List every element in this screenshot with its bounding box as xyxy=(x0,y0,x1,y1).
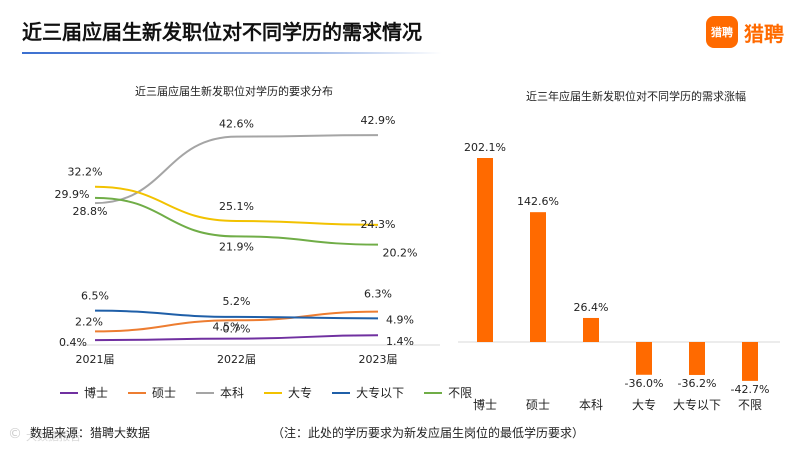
data-label: 2.2% xyxy=(75,315,103,328)
bar-category-label: 大专 xyxy=(632,397,656,412)
bar-value-label: -42.7% xyxy=(731,383,770,396)
logo-text: 猎聘 xyxy=(744,21,784,46)
legend-label: 本科 xyxy=(220,386,245,400)
data-label: 20.2% xyxy=(383,247,418,260)
series-line-大专以下 xyxy=(94,309,379,320)
x-tick-label: 2021届 xyxy=(76,353,115,366)
data-label: 0.7% xyxy=(223,323,251,336)
x-tick-label: 2023届 xyxy=(359,353,398,366)
bar-value-label: -36.2% xyxy=(678,377,717,390)
legend-item-本科: 本科 xyxy=(196,384,244,401)
data-label: 4.5% xyxy=(213,320,241,333)
series-line-硕士 xyxy=(94,310,379,333)
footnote: （注：此处的学历要求为新发应届生岗位的最低学历要求） xyxy=(272,426,585,440)
legend-label: 大专以下 xyxy=(356,386,405,400)
watermark-icon: © xyxy=(8,426,22,442)
bar-value-label: -36.0% xyxy=(625,377,664,390)
data-label: 29.9% xyxy=(55,188,90,201)
bar-category-label: 硕士 xyxy=(526,398,550,412)
series-line-大专 xyxy=(94,185,379,226)
legend-item-不限: 不限 xyxy=(424,384,472,401)
data-label: 25.1% xyxy=(219,200,254,213)
bar-大专以下 xyxy=(689,342,705,375)
bar-博士 xyxy=(477,158,493,342)
line-chart-title: 近三届应届生新发职位对学历的要求分布 xyxy=(135,84,333,98)
line-chart-legend: 博士 硕士 本科 大专 大专以下 不限 xyxy=(60,384,472,401)
data-label: 42.9% xyxy=(361,114,396,127)
series-line-不限 xyxy=(94,196,379,246)
line-chart: 近三届应届生新发职位对学历的要求分布 2021届 2022届 2023届 0.4% 0.7… xyxy=(55,84,440,366)
data-label: 6.3% xyxy=(364,288,392,301)
bar-category-label: 大专以下 xyxy=(673,397,721,412)
data-label: 32.2% xyxy=(68,166,103,179)
data-label: 24.3% xyxy=(361,218,396,231)
legend-label: 大专 xyxy=(288,386,313,400)
data-label: 6.5% xyxy=(81,290,109,303)
data-label: 42.6% xyxy=(219,118,254,131)
legend-swatch xyxy=(424,391,443,394)
legend-swatch xyxy=(128,391,147,394)
legend-item-硕士: 硕士 xyxy=(128,384,176,401)
legend-label: 硕士 xyxy=(152,386,177,400)
bar-category-label: 本科 xyxy=(579,398,603,412)
watermark-text: 大数据报告 xyxy=(26,430,81,443)
series-line-博士 xyxy=(94,334,379,342)
data-label: 5.2% xyxy=(223,295,251,308)
data-label: 21.9% xyxy=(219,240,254,253)
bar-value-label: 202.1% xyxy=(464,141,506,154)
page-title: 近三届应届生新发职位对不同学历的需求情况 xyxy=(22,20,422,44)
bar-chart-title: 近三年应届生新发职位对不同学历的需求涨幅 xyxy=(526,89,746,103)
bar-value-label: 26.4% xyxy=(574,301,609,314)
data-label: 4.9% xyxy=(386,313,414,326)
bar-不限 xyxy=(742,342,758,381)
legend-item-博士: 博士 xyxy=(60,384,108,401)
bar-value-label: 142.6% xyxy=(517,195,559,208)
bar-category-label: 博士 xyxy=(473,397,497,412)
bar-chart: 近三年应届生新发职位对不同学历的需求涨幅 202.1% 博士 142.6% 硕士 26.4… xyxy=(458,89,780,412)
bar-大专 xyxy=(636,342,652,375)
brand-logo: 猎聘 猎聘 xyxy=(706,16,784,48)
title-underline xyxy=(22,52,442,54)
bar-本科 xyxy=(583,317,599,342)
data-label: 0.4% xyxy=(59,336,87,349)
legend-item-大专: 大专 xyxy=(264,384,312,401)
data-source: 数据来源：猎聘大数据 xyxy=(30,426,151,440)
bar-硕士 xyxy=(530,212,546,342)
x-tick-label: 2022届 xyxy=(217,353,256,366)
legend-swatch xyxy=(196,391,215,394)
bar-category-label: 不限 xyxy=(738,398,762,412)
legend-label: 博士 xyxy=(84,386,109,400)
legend-item-大专以下: 大专以下 xyxy=(332,384,404,401)
legend-swatch xyxy=(332,391,351,394)
legend-label: 不限 xyxy=(448,386,473,400)
legend-swatch xyxy=(264,391,283,394)
logo-badge-icon: 猎聘 xyxy=(706,16,738,48)
data-label: 28.8% xyxy=(73,205,108,218)
legend-swatch xyxy=(60,391,78,394)
series-line-本科 xyxy=(94,134,379,205)
data-label: 1.4% xyxy=(386,335,414,348)
